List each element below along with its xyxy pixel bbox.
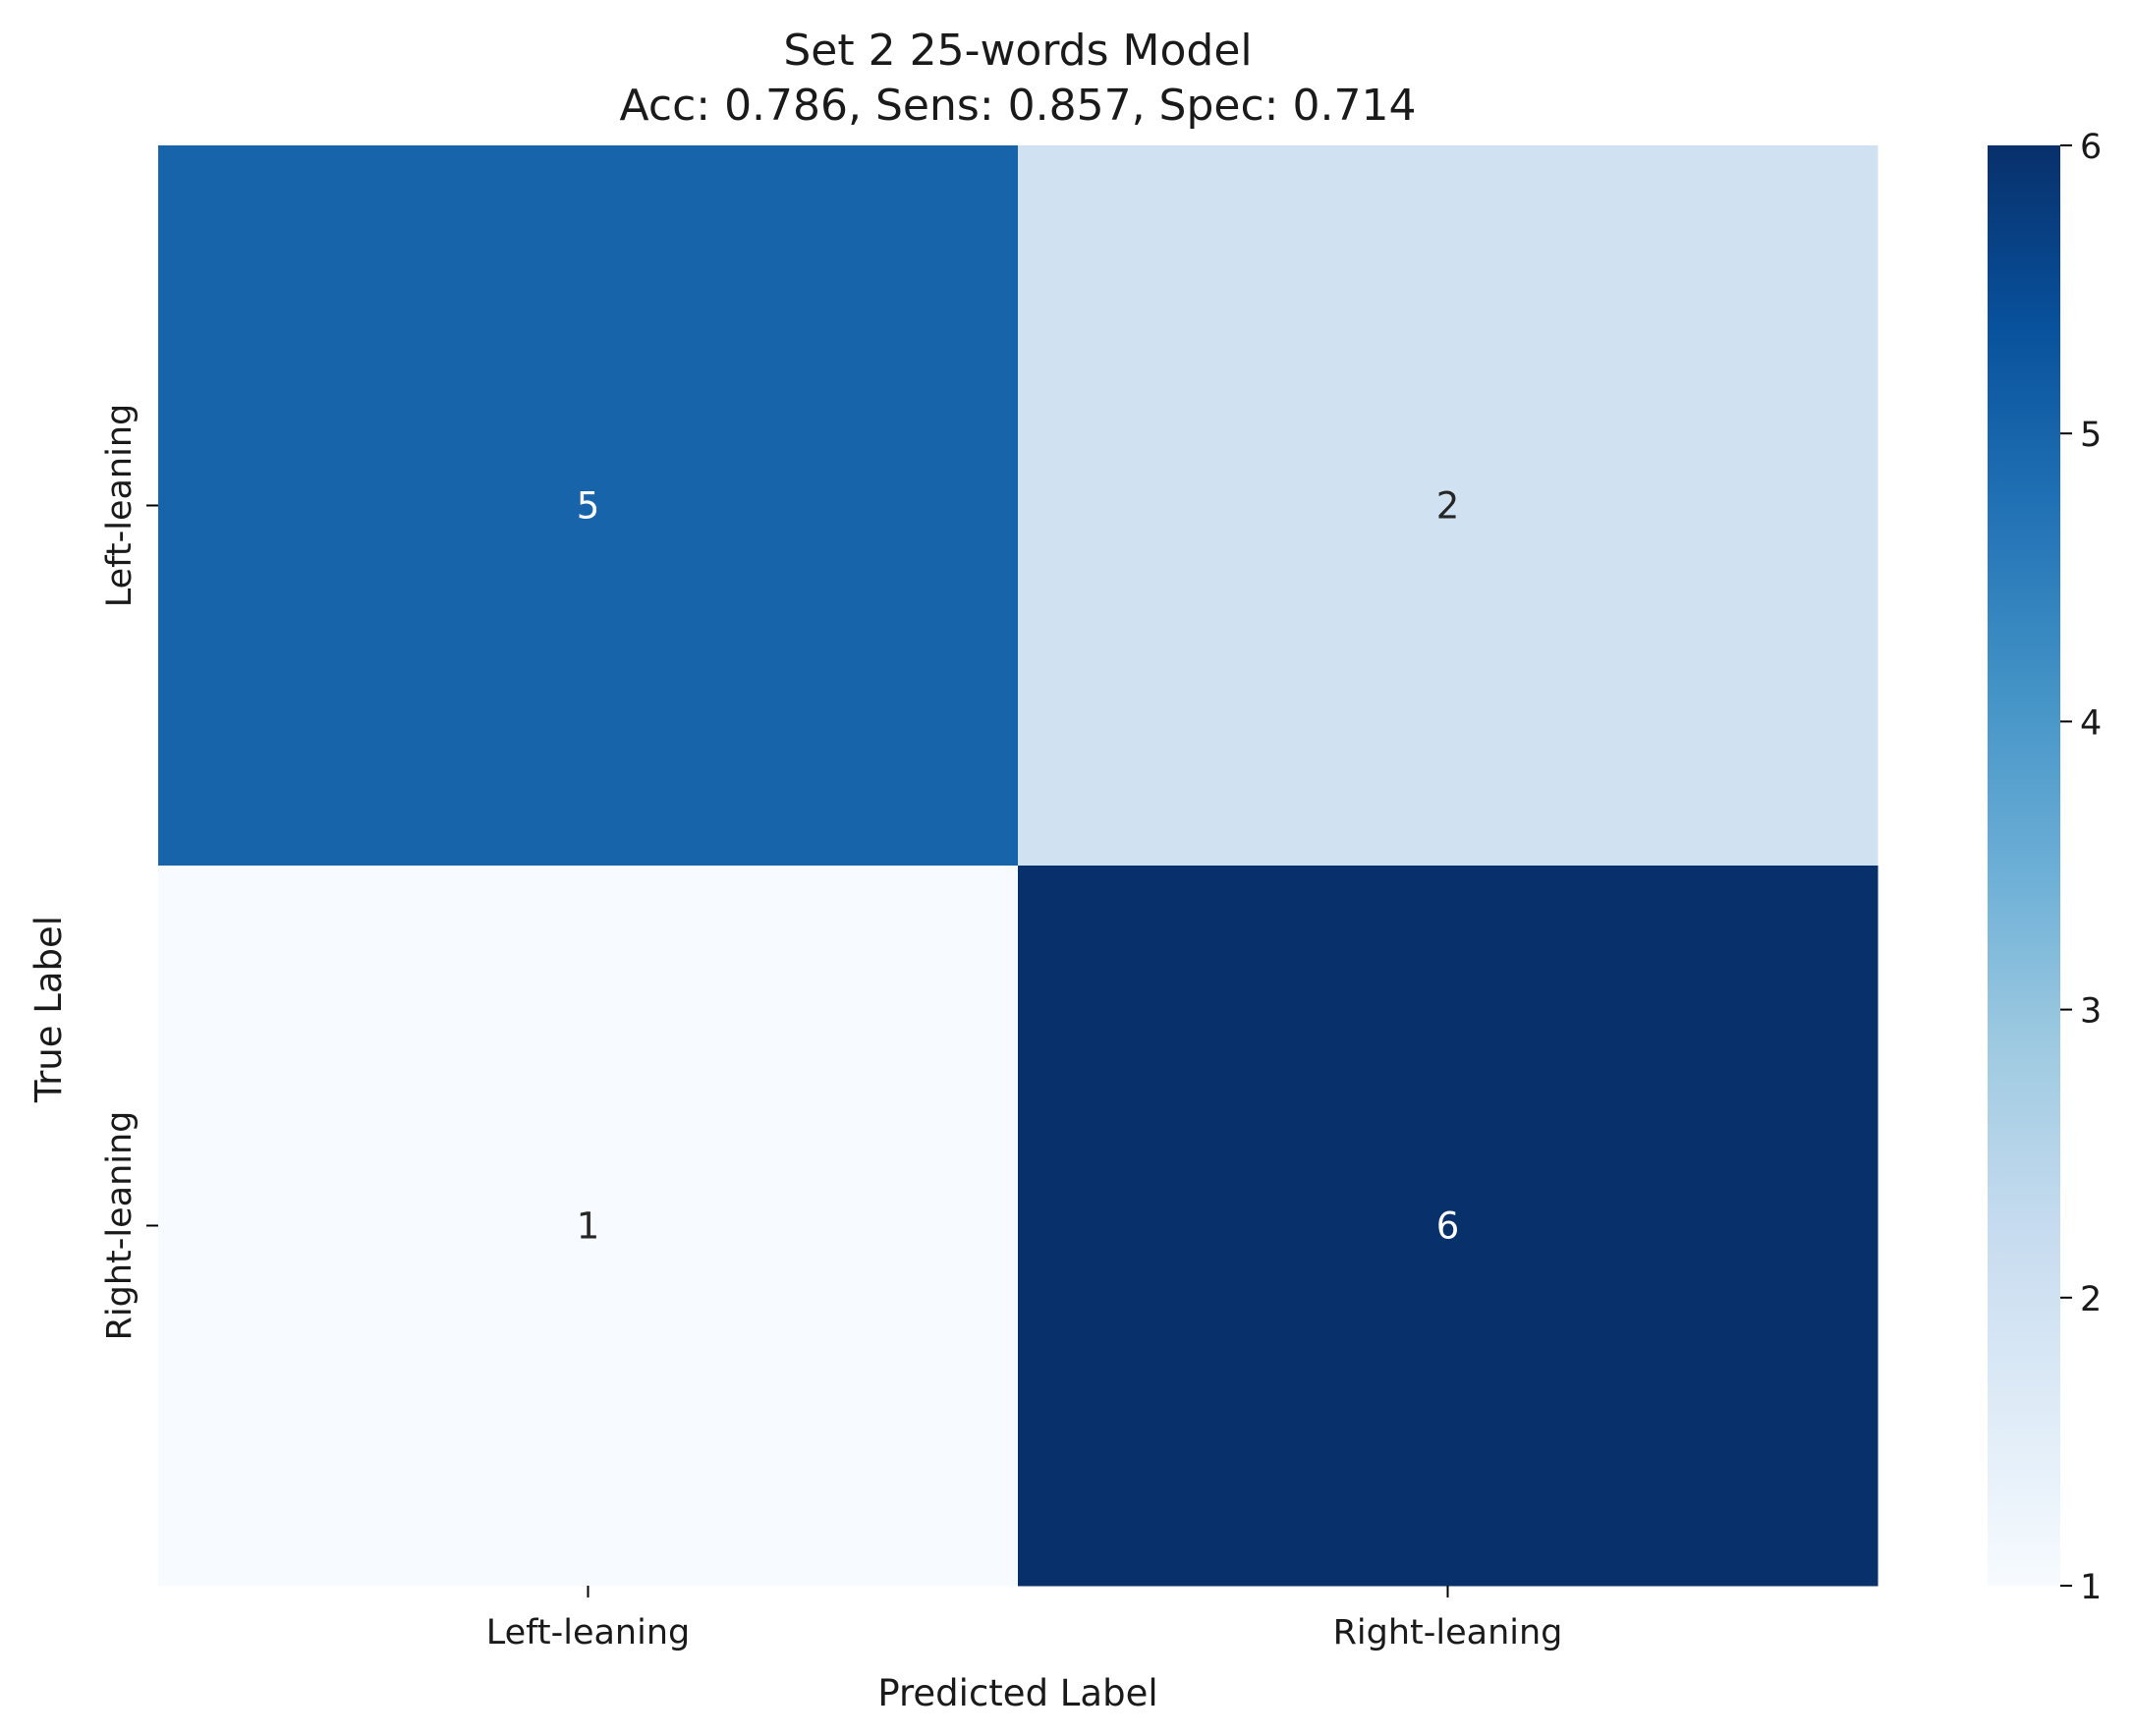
colorbar-tick-label: 6 [2080,128,2102,167]
x-tick-label: Right-leaning [1333,1613,1563,1652]
colorbar-ticks: 1 2 3 4 5 6 [2060,128,2102,1607]
heatmap-cell [158,145,1019,867]
cell-value-label: 6 [1436,1205,1460,1248]
colorbar-tick-label: 1 [2080,1568,2102,1607]
heatmap-cell [1018,866,1879,1587]
chart-subtitle: Acc: 0.786, Sens: 0.857, Spec: 0.714 [620,81,1417,131]
x-axis-label: Predicted Label [877,1672,1157,1714]
colorbar-tick-label: 2 [2080,1280,2102,1319]
colorbar [1988,145,2060,1586]
y-tick-label: Left-leaning [100,404,140,608]
chart-title: Set 2 25-words Model [783,26,1252,76]
cell-value-label: 2 [1436,485,1460,528]
x-axis-ticks: Left-leaning Right-leaning [486,1586,1563,1652]
x-tick-label: Left-leaning [486,1613,691,1652]
y-tick-label: Right-leaning [100,1111,140,1341]
cell-value-label: 1 [577,1205,600,1248]
colorbar-tick-label: 4 [2080,703,2102,743]
colorbar-tick-label: 3 [2080,992,2102,1032]
y-axis-ticks: Left-leaning Right-leaning [100,404,158,1341]
y-axis-label: True Label [28,916,70,1103]
heatmap-cells: 5 2 1 6 [158,145,1879,1587]
cell-value-label: 5 [577,485,600,528]
colorbar-tick-label: 5 [2080,416,2102,455]
heatmap-cell [158,866,1019,1587]
heatmap-cell [1018,145,1879,867]
